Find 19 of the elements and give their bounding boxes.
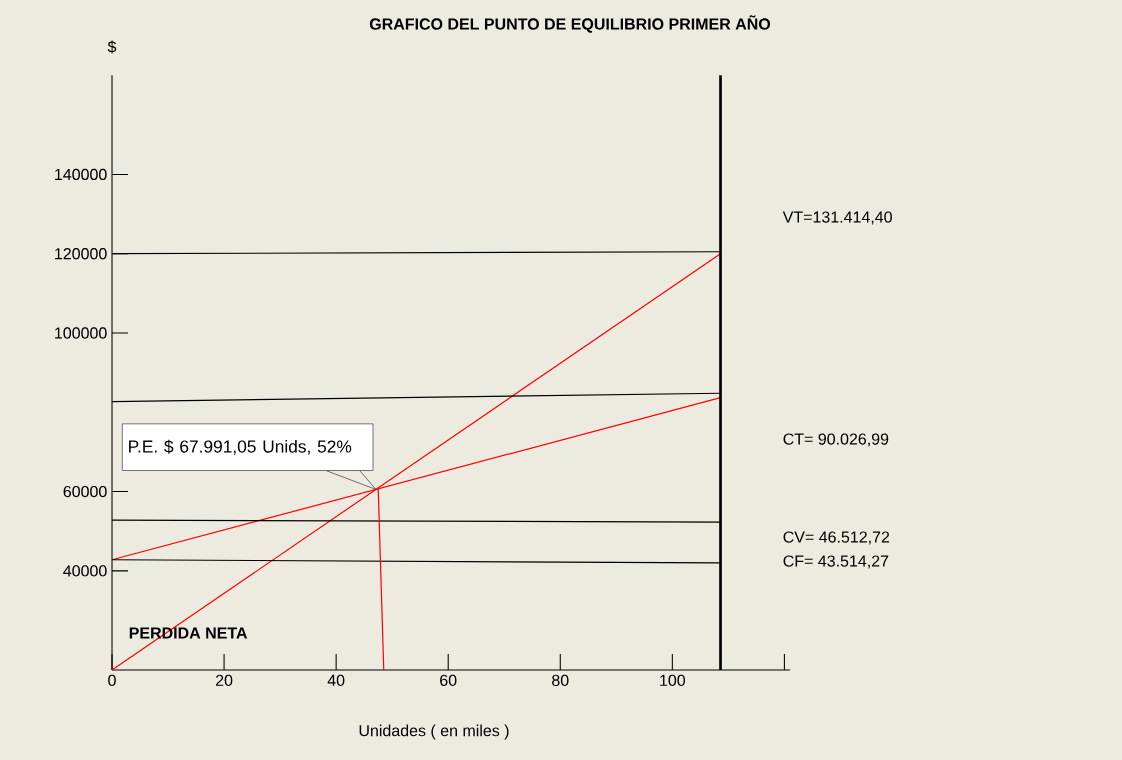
y-tick-label: 140000 — [55, 168, 107, 181]
x-tick-label: 80 — [552, 674, 569, 687]
y-tick-label: 60000 — [63, 485, 107, 498]
x-tick-label: 0 — [108, 674, 116, 687]
y-tick-label: 120000 — [55, 248, 107, 260]
x-tick-label: 100 — [660, 674, 686, 687]
annotation: CF= 43.514,27 — [783, 555, 889, 569]
x-tick-label: 60 — [440, 674, 457, 687]
y-tick-label: 100000 — [55, 327, 107, 339]
annotation: CV= 46.512,72 — [783, 531, 890, 545]
annotation: VT=131.414,40 — [782, 211, 892, 225]
x-tick-label: 20 — [215, 674, 233, 687]
y-tick-label: 40000 — [63, 565, 107, 577]
annotation: P.E. $ 67.991,05 Unids, 52% — [129, 439, 352, 455]
y-axis-title: $ — [107, 40, 117, 54]
x-axis-title: Unidades ( en miles ) — [359, 724, 509, 740]
chart-title: GRAFICO DEL PUNTO DE EQUILIBRIO PRIMER AÑO — [369, 15, 771, 33]
x-tick-label: 40 — [327, 674, 345, 687]
annotation: CT= 90.026,99 — [783, 433, 889, 447]
